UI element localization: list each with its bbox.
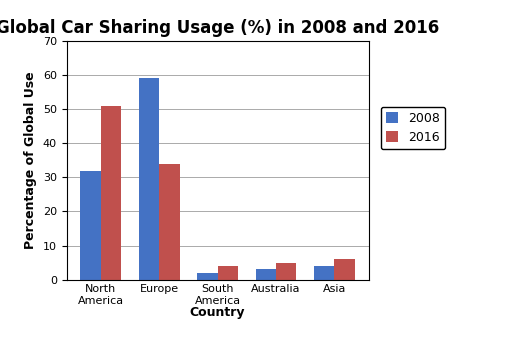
Title: Global Car Sharing Usage (%) in 2008 and 2016: Global Car Sharing Usage (%) in 2008 and… — [0, 19, 439, 36]
Bar — [197, 273, 218, 280]
Bar — [334, 259, 355, 280]
Bar — [255, 269, 276, 280]
X-axis label: Country: Country — [190, 306, 245, 319]
Bar — [218, 266, 238, 280]
Legend: 2008, 2016: 2008, 2016 — [381, 107, 445, 149]
Bar — [101, 106, 121, 280]
Y-axis label: Percentage of Global Use: Percentage of Global Use — [24, 72, 37, 249]
Bar — [159, 164, 180, 280]
Bar — [80, 170, 101, 280]
Bar — [314, 266, 334, 280]
Bar — [276, 263, 296, 280]
Bar — [139, 78, 159, 280]
